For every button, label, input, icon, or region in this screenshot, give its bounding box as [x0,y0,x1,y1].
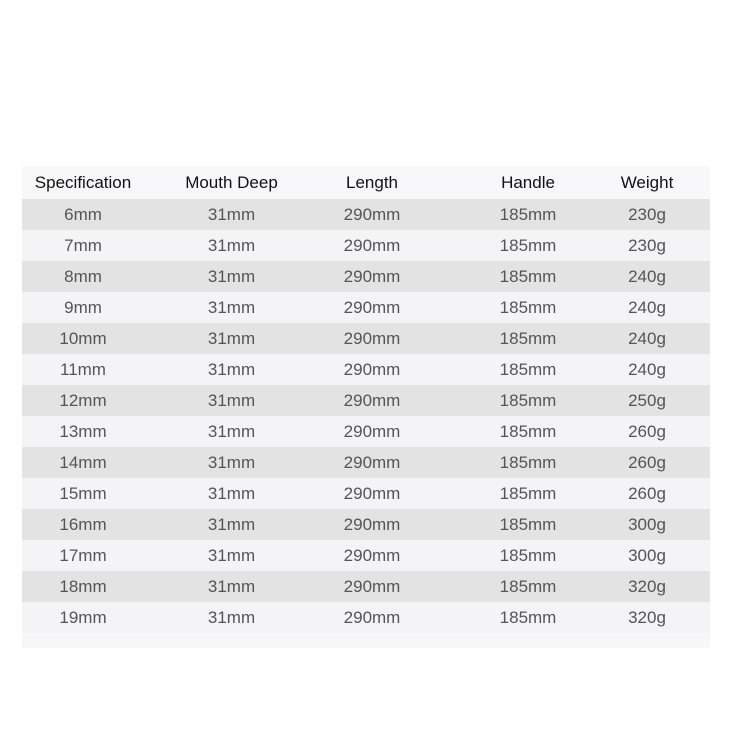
cell-mouth-deep: 31mm [207,576,256,596]
cell-weight: 230g [628,204,666,224]
table-row: 12mm 31mm 290mm 185mm 250g [22,385,710,416]
cell-specification: 10mm [59,328,107,348]
cell-length: 290mm [343,266,401,286]
table-row: 14mm 31mm 290mm 185mm 260g [22,447,710,478]
cell-mouth-deep: 31mm [207,545,256,565]
table-row: 6mm 31mm 290mm 185mm 230g [22,199,710,230]
cell-length: 290mm [343,390,401,410]
header-specification: Specification [34,172,132,192]
table-row: 9mm 31mm 290mm 185mm 240g [22,292,710,323]
table-row: 19mm 31mm 290mm 185mm 320g [22,602,710,633]
cell-specification: 9mm [64,297,102,317]
cell-handle: 185mm [499,328,557,348]
cell-specification: 19mm [59,607,107,627]
cell-specification: 14mm [59,452,107,472]
cell-specification: 8mm [64,266,102,286]
header-length: Length [346,172,398,192]
cell-handle: 185mm [499,452,557,472]
cell-length: 290mm [343,607,401,627]
cell-mouth-deep: 31mm [207,607,256,627]
cell-mouth-deep: 31mm [207,421,256,441]
cell-handle: 185mm [499,266,557,286]
cell-weight: 230g [628,235,666,255]
cell-weight: 240g [628,328,666,348]
cell-weight: 240g [628,359,666,379]
cell-specification: 6mm [64,204,102,224]
cell-handle: 185mm [499,297,557,317]
cell-mouth-deep: 31mm [207,390,256,410]
cell-handle: 185mm [499,545,557,565]
cell-handle: 185mm [499,483,557,503]
cell-length: 290mm [343,452,401,472]
cell-weight: 260g [628,421,666,441]
cell-weight: 320g [628,607,666,627]
cell-specification: 12mm [59,390,107,410]
cell-mouth-deep: 31mm [207,452,256,472]
table-row: 13mm 31mm 290mm 185mm 260g [22,416,710,447]
cell-weight: 240g [628,266,666,286]
cell-specification: 11mm [60,359,106,379]
cell-weight: 320g [628,576,666,596]
cell-weight: 260g [628,483,666,503]
cell-weight: 260g [628,452,666,472]
header-weight: Weight [620,172,674,192]
table-row: 8mm 31mm 290mm 185mm 240g [22,261,710,292]
cell-weight: 300g [628,514,666,534]
table-row: 7mm 31mm 290mm 185mm 230g [22,230,710,261]
cell-length: 290mm [343,514,401,534]
cell-length: 290mm [343,421,401,441]
cell-handle: 185mm [499,235,557,255]
table-row: 10mm 31mm 290mm 185mm 240g [22,323,710,354]
cell-specification: 17mm [59,545,107,565]
cell-weight: 240g [628,297,666,317]
cell-mouth-deep: 31mm [207,297,256,317]
cell-weight: 250g [628,390,666,410]
cell-length: 290mm [343,576,401,596]
table-row: 16mm 31mm 290mm 185mm 300g [22,509,710,540]
cell-mouth-deep: 31mm [207,328,256,348]
cell-mouth-deep: 31mm [207,266,256,286]
cell-length: 290mm [343,297,401,317]
cell-handle: 185mm [499,421,557,441]
cell-mouth-deep: 31mm [207,235,256,255]
cell-handle: 185mm [499,576,557,596]
cell-length: 290mm [343,545,401,565]
cell-weight: 300g [628,545,666,565]
cell-specification: 13mm [59,421,107,441]
cell-handle: 185mm [499,359,557,379]
cell-mouth-deep: 31mm [207,514,256,534]
cell-specification: 18mm [59,576,107,596]
cell-handle: 185mm [499,607,557,627]
cell-specification: 7mm [64,235,102,255]
header-handle: Handle [501,172,555,192]
table-row: 17mm 31mm 290mm 185mm 300g [22,540,710,571]
cell-handle: 185mm [499,514,557,534]
cell-specification: 16mm [59,514,107,534]
table-row: 15mm 31mm 290mm 185mm 260g [22,478,710,509]
header-mouth-deep: Mouth Deep [185,172,278,192]
table-row: 11mm 31mm 290mm 185mm 240g [22,354,710,385]
table-header: Specification Mouth Deep Length Handle W… [22,166,710,199]
cell-handle: 185mm [499,204,557,224]
cell-mouth-deep: 31mm [207,204,256,224]
cell-mouth-deep: 31mm [207,483,256,503]
cell-mouth-deep: 31mm [207,359,256,379]
cell-length: 290mm [343,235,401,255]
cell-length: 290mm [343,483,401,503]
table-row: 18mm 31mm 290mm 185mm 320g [22,571,710,602]
cell-handle: 185mm [499,390,557,410]
cell-specification: 15mm [59,483,107,503]
cell-length: 290mm [343,328,401,348]
spec-table: Specification Mouth Deep Length Handle W… [22,166,710,648]
cell-length: 290mm [343,204,401,224]
cell-length: 290mm [343,359,401,379]
